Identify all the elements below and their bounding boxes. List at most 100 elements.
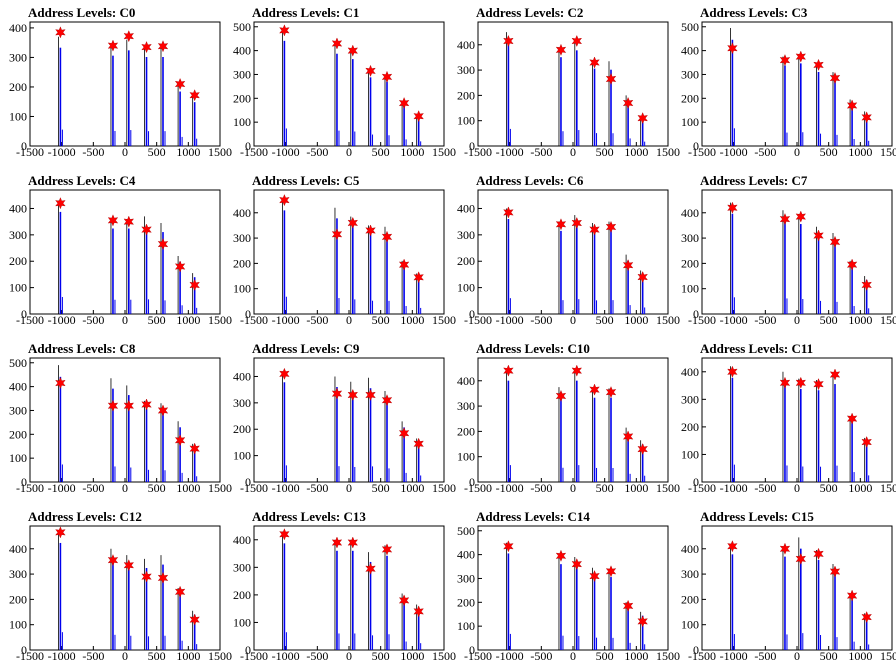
y-tick-label: 300 xyxy=(9,403,27,417)
x-tick-label: -1500 xyxy=(16,145,44,159)
chart-title: Address Levels: C8 xyxy=(28,341,136,356)
y-tick-label: 200 xyxy=(9,592,27,606)
x-tick-label: 1500 xyxy=(208,313,232,327)
y-tick-label: 400 xyxy=(681,206,699,220)
x-tick-label: 500 xyxy=(372,145,390,159)
chart-title: Address Levels: C11 xyxy=(700,341,813,356)
peak-marker xyxy=(398,427,410,440)
peak-marker xyxy=(589,223,600,236)
peak-marker xyxy=(813,58,824,71)
peak-marker xyxy=(174,260,186,273)
x-tick-label: 1000 xyxy=(624,649,648,663)
x-tick-label: 0 xyxy=(346,313,352,327)
peak-marker xyxy=(829,368,841,381)
x-tick-label: -500 xyxy=(754,649,776,663)
histogram-panel: Address Levels: C6 0 100 200 300 400 -1500 -100… xyxy=(448,168,680,336)
peak-marker xyxy=(55,526,66,539)
histogram-svg: Address Levels: C80100200300400500-1500-… xyxy=(9,341,232,495)
chart-title: Address Levels: C15 xyxy=(700,509,814,524)
histogram-svg: Address Levels: C9 0 100 200 300 400 -1500 -100… xyxy=(233,341,456,495)
x-tick-label: -1500 xyxy=(240,649,268,663)
x-tick-label: 0 xyxy=(794,145,800,159)
x-tick-label: 1500 xyxy=(656,313,680,327)
x-tick-label: 1500 xyxy=(880,649,896,663)
peak-marker xyxy=(605,386,617,399)
peak-marker xyxy=(795,376,807,389)
x-tick-label: -1500 xyxy=(464,145,492,159)
x-tick-label: 0 xyxy=(346,649,352,663)
chart-title: Address Levels: C7 xyxy=(700,173,808,188)
peak-marker xyxy=(571,216,583,230)
peak-marker xyxy=(189,442,200,455)
peak-marker xyxy=(107,214,119,227)
peak-marker xyxy=(107,399,119,412)
peak-marker xyxy=(846,412,858,425)
x-tick-label: 1000 xyxy=(400,313,424,327)
y-tick-label: 300 xyxy=(233,67,251,81)
y-tick-label: 500 xyxy=(9,356,27,370)
peak-marker xyxy=(589,383,600,396)
histogram-svg: Address Levels: C13 0 100 200 300 400 -1500 -10… xyxy=(233,509,456,663)
peak-marker xyxy=(795,210,807,223)
x-tick-label: 1500 xyxy=(208,649,232,663)
y-tick-label: 200 xyxy=(681,592,699,606)
x-tick-label: -1000 xyxy=(48,313,76,327)
histogram-svg: Address Levels: C14 0 100 200 300 400 500 -1500… xyxy=(457,509,680,663)
peak-marker xyxy=(381,230,393,243)
x-tick-label: -1000 xyxy=(720,649,748,663)
y-tick-label: 0 xyxy=(245,307,251,321)
x-tick-label: -500 xyxy=(530,145,552,159)
y-tick-label: 100 xyxy=(681,115,699,129)
y-tick-label: 200 xyxy=(233,422,251,436)
y-tick-label: 0 xyxy=(21,475,27,489)
y-tick-label: 0 xyxy=(693,139,699,153)
peak-marker xyxy=(141,570,152,583)
x-tick-label: 500 xyxy=(148,649,166,663)
histogram-panel: Address Levels: C8 0 100 200 300 400 500 -1500-… xyxy=(0,336,232,504)
peak-marker xyxy=(398,594,410,607)
x-tick-label: 1500 xyxy=(880,145,896,159)
peak-marker xyxy=(331,228,343,241)
peak-marker xyxy=(398,97,410,110)
x-tick-label: 0 xyxy=(570,313,576,327)
x-tick-label: 1000 xyxy=(400,145,424,159)
y-tick-label: 100 xyxy=(233,282,251,296)
x-tick-label: -1500 xyxy=(240,481,268,495)
y-tick-label: 100 xyxy=(233,115,251,129)
y-tick-label: 300 xyxy=(9,50,27,64)
y-tick-label: 100 xyxy=(9,109,27,123)
histogram-panel: Address Levels: C1 0 100 200 300 400 500 -1500-… xyxy=(224,0,456,168)
x-tick-label: 500 xyxy=(148,145,166,159)
x-tick-label: 1000 xyxy=(176,481,200,495)
x-tick-label: -1000 xyxy=(48,649,76,663)
y-tick-label: 300 xyxy=(681,392,699,406)
peak-marker xyxy=(141,41,152,54)
chart-title: Address Levels: C10 xyxy=(476,341,590,356)
x-tick-label: 500 xyxy=(148,313,166,327)
peak-marker xyxy=(157,40,169,53)
x-tick-label: 1500 xyxy=(208,481,232,495)
x-tick-label: -1500 xyxy=(464,313,492,327)
y-tick-label: 300 xyxy=(233,396,251,410)
histogram-svg: Address Levels: C2 0 100 200 300 400 -1500 -100… xyxy=(457,5,680,159)
peak-marker xyxy=(637,271,648,284)
y-tick-label: 100 xyxy=(9,618,27,632)
histogram-svg: Address Levels: C7 0 100 200 300 400 -1500 -100… xyxy=(681,173,896,327)
peak-marker xyxy=(413,605,424,618)
peak-marker xyxy=(622,259,634,272)
x-tick-label: -1500 xyxy=(688,145,716,159)
histogram-panel: Address Levels: C0 0 100 200 300 400 -1500 -100… xyxy=(0,0,232,168)
peak-marker xyxy=(347,216,359,229)
x-tick-label: 500 xyxy=(372,313,390,327)
y-tick-label: 0 xyxy=(245,139,251,153)
y-tick-label: 300 xyxy=(457,228,475,242)
peak-marker xyxy=(779,54,791,67)
y-tick-label: 200 xyxy=(457,424,475,438)
peak-marker xyxy=(123,399,135,412)
x-tick-label: -1000 xyxy=(496,145,524,159)
y-tick-label: 100 xyxy=(681,447,699,461)
peak-marker xyxy=(637,615,648,628)
histogram-svg: Address Levels: C30100200300400500-1500-… xyxy=(681,5,896,159)
y-tick-label: 200 xyxy=(9,80,27,94)
